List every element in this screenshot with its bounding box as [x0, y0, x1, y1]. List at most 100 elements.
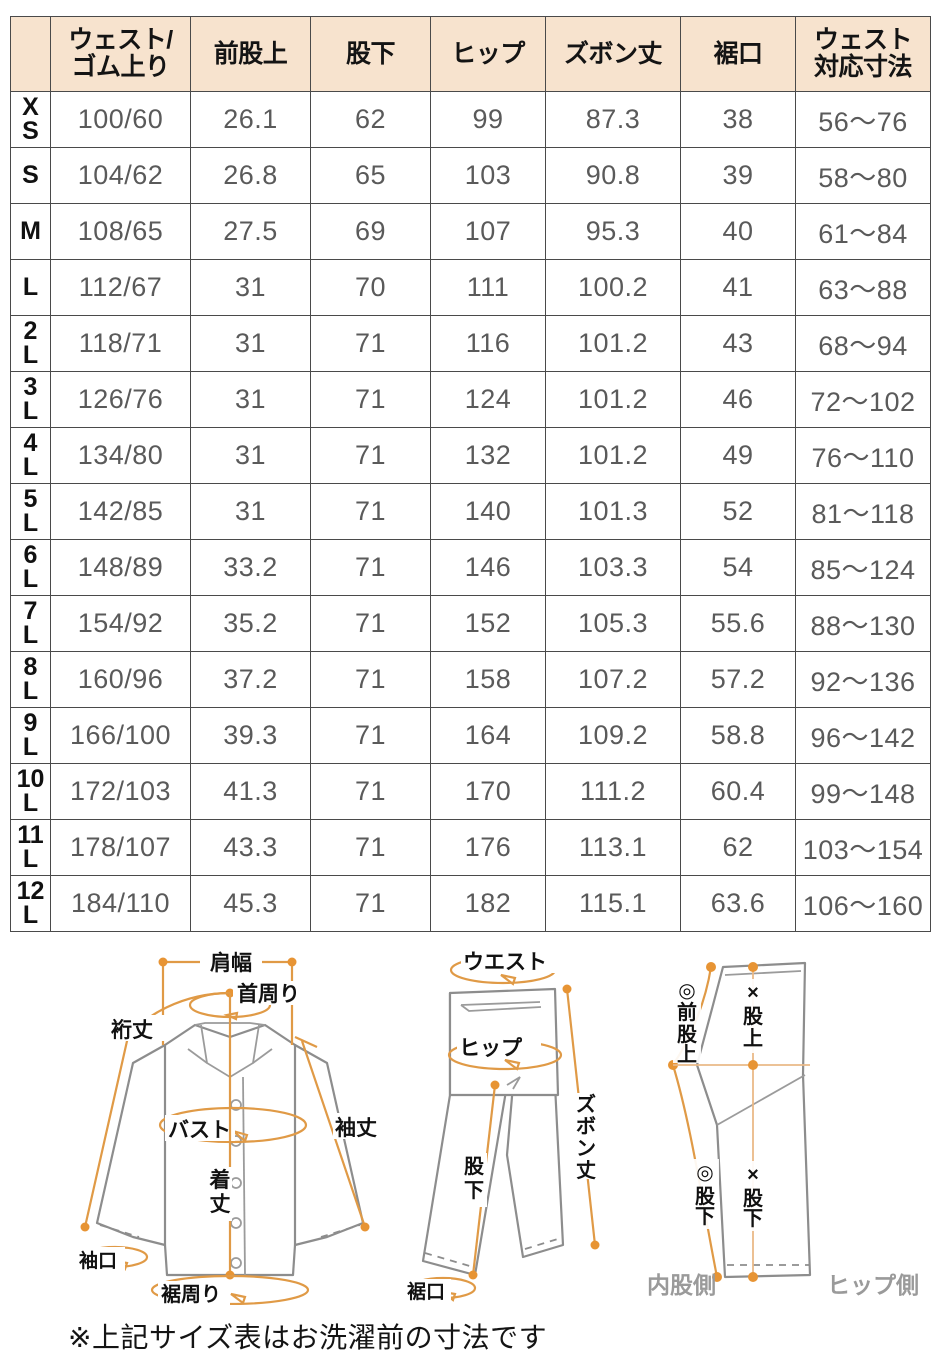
cell-inseam: 71	[310, 819, 431, 876]
column-header-inseam: 股下	[310, 16, 431, 92]
cell-waist-rubber: 108/65	[50, 203, 191, 260]
size-label-cell: S	[10, 147, 51, 204]
size-label-cell: 9 L	[10, 707, 51, 764]
cell-inseam: 71	[310, 875, 431, 932]
label-hip-side: ヒップ側	[827, 1272, 919, 1298]
cell-waist-rubber: 148/89	[50, 539, 191, 596]
cell-waist-fit: 96〜142	[795, 707, 931, 764]
column-header-waist-rubber: ウェスト/ ゴム上り	[50, 16, 191, 92]
size-label: 5 L	[22, 485, 39, 537]
table-row: 4 L 134/80 31 71 132 101.2 49 76〜110	[10, 427, 931, 484]
label-inseam-circle-1: 股	[695, 1185, 715, 1208]
size-label: 8 L	[22, 653, 39, 705]
label-neck-circumference: 首周り	[237, 982, 300, 1006]
size-label-cell: 10 L	[10, 763, 51, 820]
cell-hem-opening: 46	[680, 371, 796, 428]
cell-hip: 170	[430, 763, 546, 820]
cell-pants-length: 111.2	[545, 763, 681, 820]
cell-pants-length: 101.2	[545, 315, 681, 372]
cell-inseam: 71	[310, 371, 431, 428]
cell-hip: 152	[430, 595, 546, 652]
cell-pants-length: 113.1	[545, 819, 681, 876]
wash-note: ※上記サイズ表はお洗濯前の寸法です	[68, 1322, 548, 1353]
label-rise-x-2: 上	[743, 1027, 763, 1050]
label-inseam-x-2: 下	[743, 1208, 763, 1230]
cell-front-rise: 39.3	[190, 707, 311, 764]
cell-waist-rubber: 134/80	[50, 427, 191, 484]
label-pants-inseam-2: 下	[464, 1180, 484, 1202]
cell-front-rise: 26.1	[190, 91, 311, 148]
column-header-size	[10, 16, 51, 92]
cell-pants-length: 109.2	[545, 707, 681, 764]
cell-hip: 124	[430, 371, 546, 428]
table-row: 2 L 118/71 31 71 116 101.2 43 68〜94	[10, 315, 931, 372]
cell-hem-opening: 60.4	[680, 763, 796, 820]
cell-hip: 99	[430, 91, 546, 148]
cell-hip: 103	[430, 147, 546, 204]
cell-waist-rubber: 104/62	[50, 147, 191, 204]
cell-inseam: 65	[310, 147, 431, 204]
cell-front-rise: 31	[190, 371, 311, 428]
cell-waist-rubber: 172/103	[50, 763, 191, 820]
cell-waist-fit: 56〜76	[795, 91, 931, 148]
size-label-cell: 3 L	[10, 371, 51, 428]
header-line: 前股上	[213, 39, 288, 68]
cell-hip: 158	[430, 651, 546, 708]
cell-pants-length: 87.3	[545, 91, 681, 148]
cell-waist-fit: 85〜124	[795, 539, 931, 596]
size-label: 4 L	[22, 429, 39, 481]
cell-inseam: 71	[310, 483, 431, 540]
cell-inseam: 69	[310, 203, 431, 260]
cell-hem-opening: 41	[680, 259, 796, 316]
cell-waist-rubber: 166/100	[50, 707, 191, 764]
size-label-cell: L	[10, 259, 51, 316]
label-inseam-x-mark: ×	[747, 1164, 759, 1186]
column-header-front-rise: 前股上	[190, 16, 311, 92]
size-label: 9 L	[22, 709, 39, 761]
crotch-detail-diagram: ◎ 前 股 上 × 股 上 ◎ 股 下 × 股 下 内股側 ヒップ側	[645, 945, 940, 1305]
size-label-cell: 7 L	[10, 595, 51, 652]
cell-hem-opening: 49	[680, 427, 796, 484]
table-body: X S 100/60 26.1 62 99 87.3 38 56〜76 S 104/62 26.8 6…	[10, 91, 931, 932]
size-label-cell: 5 L	[10, 483, 51, 540]
cell-waist-rubber: 118/71	[50, 315, 191, 372]
cell-front-rise: 31	[190, 259, 311, 316]
cell-hem-opening: 63.6	[680, 875, 796, 932]
table-row: X S 100/60 26.1 62 99 87.3 38 56〜76	[10, 91, 931, 148]
label-pants-length-1: ズ	[576, 1092, 596, 1116]
cell-waist-fit: 103〜154	[795, 819, 931, 876]
cell-front-rise: 45.3	[190, 875, 311, 932]
cell-hip: 176	[430, 819, 546, 876]
label-pants-inseam-1: 股	[464, 1155, 484, 1178]
header-line: 裾口	[713, 39, 763, 68]
cell-front-rise: 26.8	[190, 147, 311, 204]
label-front-rise-3: 上	[677, 1043, 697, 1066]
cell-hip: 132	[430, 427, 546, 484]
cell-front-rise: 31	[190, 483, 311, 540]
label-sleeve-span: 裄丈	[110, 1019, 153, 1042]
cell-inseam: 71	[310, 539, 431, 596]
cell-inseam: 71	[310, 651, 431, 708]
cell-waist-fit: 106〜160	[795, 875, 931, 932]
cell-pants-length: 105.3	[545, 595, 681, 652]
header-line: 股下	[345, 39, 396, 68]
cell-hip: 111	[430, 259, 546, 316]
label-front-rise-mark: ◎	[678, 980, 695, 1002]
label-pants-length-2: ボ	[576, 1115, 596, 1138]
size-label-cell: 6 L	[10, 539, 51, 596]
cell-pants-length: 90.8	[545, 147, 681, 204]
cell-waist-fit: 76〜110	[795, 427, 931, 484]
table-row: S 104/62 26.8 65 103 90.8 39 58〜80	[10, 147, 931, 204]
cell-front-rise: 35.2	[190, 595, 311, 652]
size-label-cell: 4 L	[10, 427, 51, 484]
label-inseam-x-1: 股	[743, 1187, 763, 1210]
label-rise-x-mark: ×	[747, 982, 759, 1004]
size-label-cell: M	[10, 203, 51, 260]
size-table: ウェスト/ ゴム上り 前股上 股下 ヒップ ズボン丈 裾口	[10, 16, 931, 932]
table-row: 6 L 148/89 33.2 71 146 103.3 54 85〜124	[10, 539, 931, 596]
cell-pants-length: 115.1	[545, 875, 681, 932]
cell-hip: 164	[430, 707, 546, 764]
size-label: 11 L	[17, 821, 44, 873]
cell-waist-fit: 99〜148	[795, 763, 931, 820]
table-header: ウェスト/ ゴム上り 前股上 股下 ヒップ ズボン丈 裾口	[10, 16, 931, 92]
